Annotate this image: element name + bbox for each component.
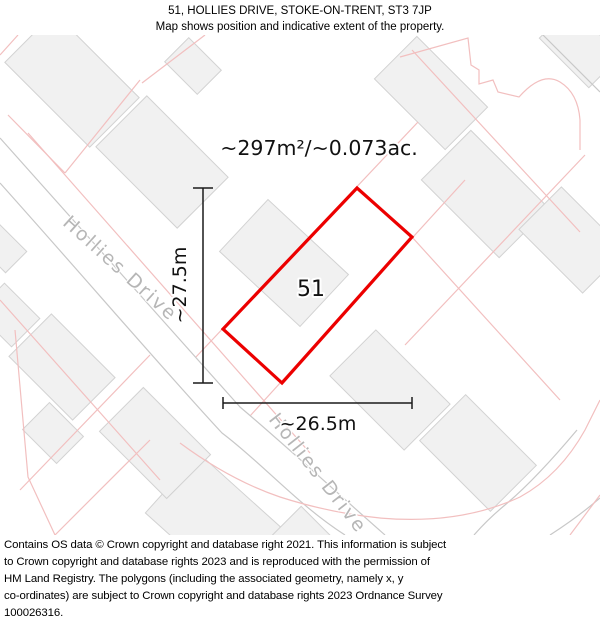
road-edge [0, 137, 386, 535]
building [0, 222, 28, 274]
building [538, 35, 600, 89]
parcel-line [411, 236, 561, 401]
building [98, 386, 212, 500]
road-layer [0, 35, 600, 535]
parcel-line [64, 79, 141, 174]
building [164, 37, 222, 95]
page-title: 51, HOLLIES DRIVE, STOKE-ON-TRENT, ST3 7… [168, 5, 432, 17]
map-container: Hollies Drive Hollies Drive ~27.5m ~26.5… [0, 35, 600, 535]
building [21, 401, 85, 465]
map-header: 51, HOLLIES DRIVE, STOKE-ON-TRENT, ST3 7… [0, 0, 600, 35]
area-label: ~297m²/~0.073ac. [220, 136, 418, 160]
property-map: Hollies Drive Hollies Drive ~27.5m ~26.5… [0, 35, 600, 535]
vertical-dimension-label: ~27.5m [169, 247, 191, 324]
parcel-line [411, 49, 581, 233]
parcel-line [0, 35, 19, 56]
road-edge [0, 182, 346, 535]
parcel-curve [179, 399, 600, 520]
building [329, 329, 451, 451]
horizontal-dimension-label: ~26.5m [280, 413, 357, 435]
parcel-line [14, 329, 56, 535]
parcel-line [399, 37, 581, 150]
horizontal-dimension: ~26.5m [222, 397, 413, 437]
building [0, 282, 41, 348]
parcel-line [404, 154, 586, 346]
parcel-line [27, 132, 311, 454]
vertical-dimension: ~27.5m [167, 187, 213, 384]
parcel-line [0, 299, 161, 481]
building [518, 186, 600, 294]
parcel-line [569, 494, 600, 535]
road-edge [549, 497, 600, 535]
building [373, 35, 489, 151]
building [4, 35, 140, 148]
copyright-notice: Contains OS data © Crown copyright and d… [4, 539, 447, 619]
building [268, 505, 352, 535]
page-subtitle: Map shows position and indicative extent… [155, 21, 445, 33]
parcel-line [141, 35, 206, 84]
parcel-line [19, 354, 151, 491]
road-edge [542, 35, 600, 93]
property-number-label: 51 [297, 277, 325, 302]
parcel-line [54, 439, 151, 535]
building [418, 393, 538, 513]
property-boundary-outline [220, 185, 415, 386]
